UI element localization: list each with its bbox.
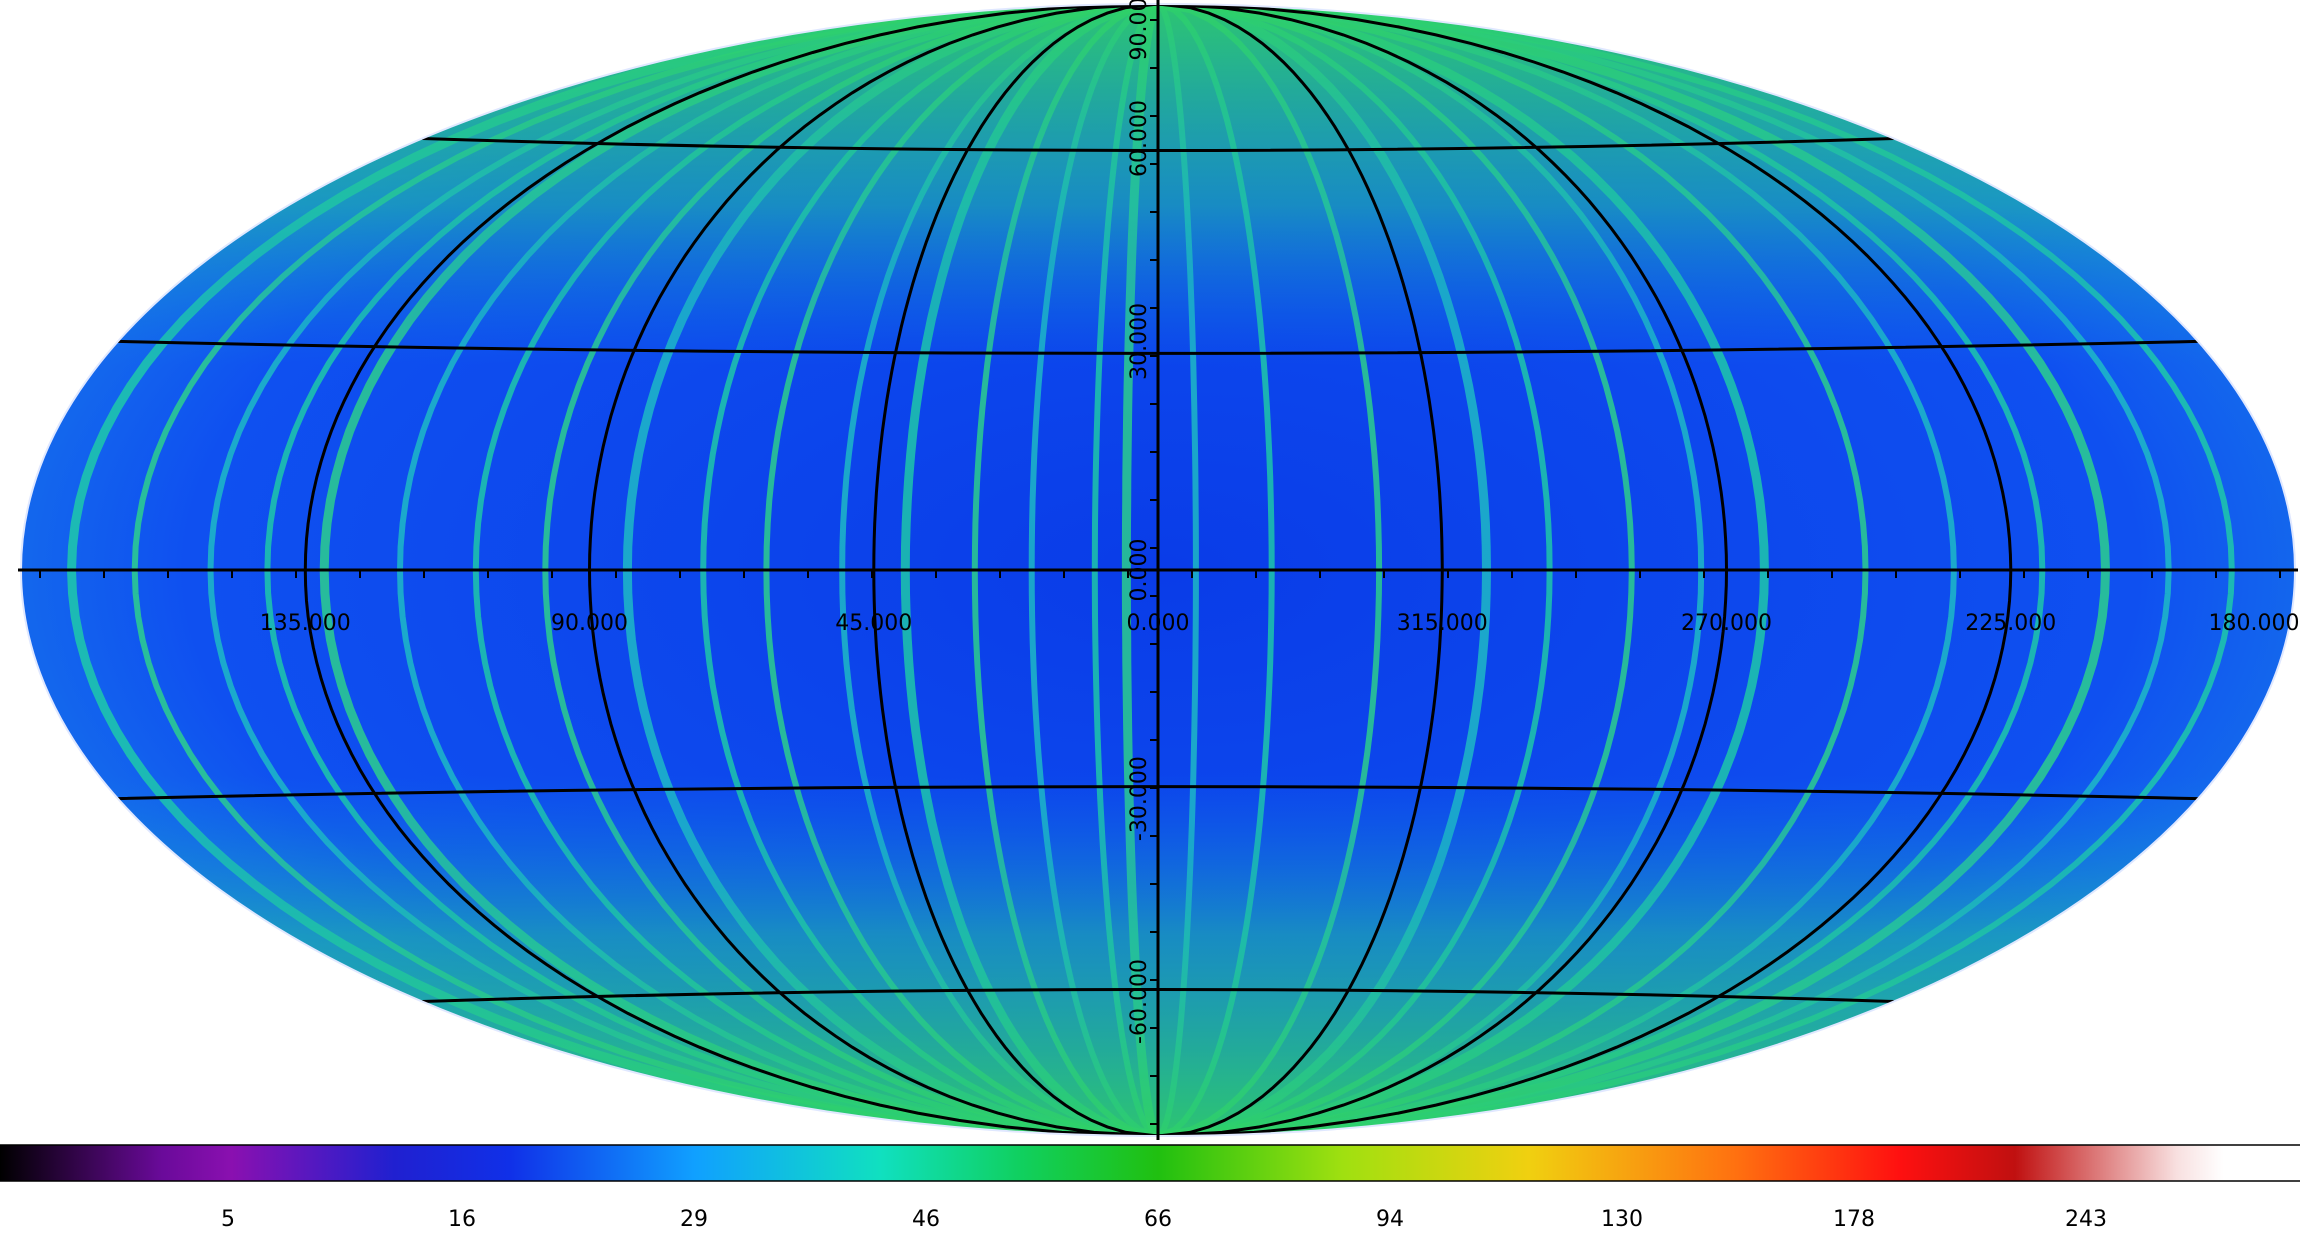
colorbar-panel: 5 16 29 46 66 94 130 178 243 <box>0 1140 2324 1236</box>
axis-ticks <box>39 19 2281 1125</box>
latitude-label: -30.000 <box>1127 756 1152 841</box>
colorbar-tick-label: 46 <box>912 1207 940 1232</box>
latitude-label: 90.000 <box>1127 0 1152 60</box>
latitude-label: 0.000 <box>1127 539 1152 602</box>
latitude-label: -60.000 <box>1127 959 1152 1044</box>
colorbar-tick-label: 5 <box>221 1207 235 1232</box>
longitude-label: 180.000 <box>2209 611 2300 636</box>
colorbar-tick-label: 94 <box>1376 1207 1404 1232</box>
center-axes <box>18 0 2298 1140</box>
longitude-label: 45.000 <box>835 611 912 636</box>
longitude-label: 0.000 <box>1127 611 1190 636</box>
south-pole-hotspot <box>1088 1096 1228 1136</box>
colorbar-tick-label: 130 <box>1601 1207 1643 1232</box>
colorbar-tick-labels: 5 16 29 46 66 94 130 178 243 <box>221 1207 2107 1232</box>
side-panel-edge <box>2300 0 2324 1236</box>
longitude-label: 135.000 <box>260 611 351 636</box>
colorbar-svg[interactable]: 5 16 29 46 66 94 130 178 243 <box>0 1140 2324 1236</box>
colorbar-tick-label: 243 <box>2065 1207 2107 1232</box>
longitude-label: 90.000 <box>551 611 628 636</box>
colorbar-tick-label: 66 <box>1144 1207 1172 1232</box>
latitude-label: 30.000 <box>1127 303 1152 380</box>
latitude-label: 60.000 <box>1127 100 1152 177</box>
north-pole-hotspot <box>1088 4 1228 44</box>
longitude-label: 315.000 <box>1397 611 1488 636</box>
colorbar-tick-label: 178 <box>1833 1207 1875 1232</box>
longitude-labels: 135.000 90.000 45.000 0.000 315.000 270.000 22… <box>260 611 2300 636</box>
colorbar-tick-label: 29 <box>680 1207 708 1232</box>
colorbar-tick-label: 16 <box>448 1207 476 1232</box>
latitude-labels: 90.000 60.000 30.000 0.000 -30.000 -60.000 <box>1127 0 1152 1044</box>
colorbar-gradient[interactable] <box>0 1144 2317 1182</box>
longitude-label: 225.000 <box>1965 611 2056 636</box>
longitude-label: 270.000 <box>1681 611 1772 636</box>
